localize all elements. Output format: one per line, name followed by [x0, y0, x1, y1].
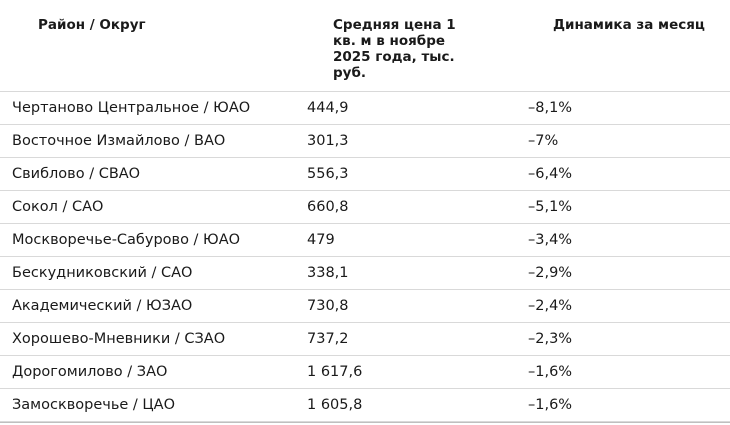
- table-row: Чертаново Центральное / ЮАО 444,9 –8,1%: [0, 92, 730, 125]
- table-row: Восточное Измайлово / ВАО 301,3 –7%: [0, 125, 730, 158]
- cell-change: –3,4%: [528, 232, 573, 248]
- header-change: Динамика за месяц: [553, 17, 705, 33]
- cell-price: 479: [307, 232, 335, 248]
- cell-price: 556,3: [307, 166, 349, 182]
- cell-change: –2,9%: [528, 265, 573, 281]
- cell-district: Бескудниковский / САО: [12, 265, 193, 281]
- cell-change: –8,1%: [528, 100, 573, 116]
- cell-price: 737,2: [307, 331, 349, 347]
- cell-district: Хорошево-Мневники / СЗАО: [12, 331, 226, 347]
- table-row: Академический / ЮЗАО 730,8 –2,4%: [0, 290, 730, 323]
- table-row: Москворечье-Сабурово / ЮАО 479 –3,4%: [0, 224, 730, 257]
- cell-district: Сокол / САО: [12, 199, 104, 215]
- cell-change: –6,4%: [528, 166, 573, 182]
- cell-change: –5,1%: [528, 199, 573, 215]
- cell-price: 1 605,8: [307, 397, 363, 413]
- table-bottom-border: [0, 421, 730, 423]
- cell-district: Москворечье-Сабурово / ЮАО: [12, 232, 241, 248]
- table-row: Замоскворечье / ЦАО 1 605,8 –1,6%: [0, 389, 730, 422]
- cell-district: Академический / ЮЗАО: [12, 298, 193, 314]
- cell-change: –7%: [528, 133, 559, 149]
- cell-district: Дорогомилово / ЗАО: [12, 364, 168, 380]
- cell-change: –1,6%: [528, 364, 573, 380]
- cell-district: Восточное Измайлово / ВАО: [12, 133, 226, 149]
- cell-price: 444,9: [307, 100, 349, 116]
- cell-change: –2,4%: [528, 298, 573, 314]
- table-row: Сокол / САО 660,8 –5,1%: [0, 191, 730, 224]
- table-row: Бескудниковский / САО 338,1 –2,9%: [0, 257, 730, 290]
- cell-district: Свиблово / СВАО: [12, 166, 141, 182]
- cell-district: Чертаново Центральное / ЮАО: [12, 100, 251, 116]
- table-header: Район / Округ Средняя цена 1 кв. м в ноя…: [0, 0, 730, 92]
- header-price: Средняя цена 1 кв. м в ноябре 2025 года,…: [333, 17, 456, 81]
- cell-price: 301,3: [307, 133, 349, 149]
- cell-price: 730,8: [307, 298, 349, 314]
- table-row: Свиблово / СВАО 556,3 –6,4%: [0, 158, 730, 191]
- cell-price: 660,8: [307, 199, 349, 215]
- cell-price: 338,1: [307, 265, 349, 281]
- header-district: Район / Округ: [38, 17, 146, 33]
- table-row: Дорогомилово / ЗАО 1 617,6 –1,6%: [0, 356, 730, 389]
- cell-change: –1,6%: [528, 397, 573, 413]
- cell-district: Замоскворечье / ЦАО: [12, 397, 175, 413]
- table-row: Хорошево-Мневники / СЗАО 737,2 –2,3%: [0, 323, 730, 356]
- cell-change: –2,3%: [528, 331, 573, 347]
- cell-price: 1 617,6: [307, 364, 363, 380]
